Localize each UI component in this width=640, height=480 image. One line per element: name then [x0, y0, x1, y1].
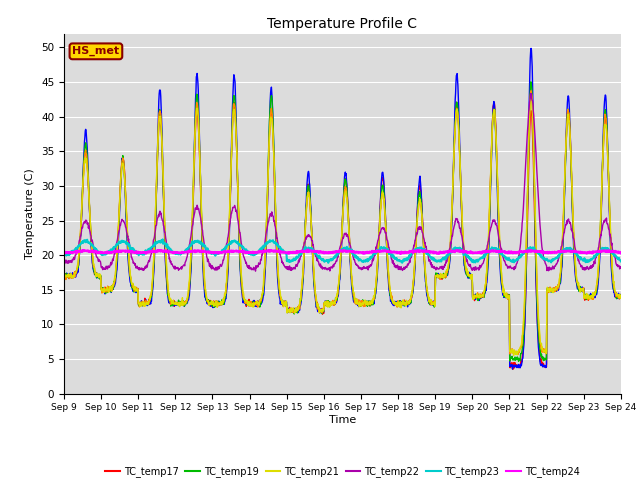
TC_temp24 — [429, 249, 437, 254]
TC_temp17 — [170, 303, 178, 309]
Line: TC_temp18: TC_temp18 — [64, 48, 621, 369]
TC_temp17 — [552, 285, 559, 291]
TC_temp18 — [246, 301, 254, 307]
TC_temp20 — [170, 301, 178, 307]
TC_temp23 — [502, 255, 510, 261]
TC_temp22 — [252, 268, 259, 274]
TC_temp24 — [184, 249, 191, 254]
TC_temp20 — [184, 294, 191, 300]
TC_temp22 — [502, 262, 509, 268]
TC_temp24 — [502, 249, 510, 255]
TC_temp19 — [170, 301, 178, 307]
TC_temp22 — [60, 259, 68, 265]
TC_temp18 — [60, 273, 68, 278]
TC_temp23 — [171, 250, 179, 256]
TC_temp22 — [617, 264, 625, 270]
TC_temp21 — [510, 353, 518, 359]
TC_temp19 — [246, 302, 254, 308]
TC_temp21 — [170, 300, 178, 306]
TC_temp21 — [527, 92, 535, 97]
TC_temp22 — [246, 266, 254, 272]
Y-axis label: Temperature (C): Temperature (C) — [26, 168, 35, 259]
X-axis label: Time: Time — [329, 415, 356, 425]
TC_temp17 — [429, 299, 436, 304]
TC_temp24 — [434, 251, 442, 256]
TC_temp18 — [527, 46, 535, 51]
TC_temp24 — [552, 250, 559, 255]
TC_temp18 — [617, 293, 625, 299]
TC_temp18 — [552, 286, 559, 291]
TC_temp22 — [527, 91, 534, 96]
TC_temp20 — [502, 293, 509, 299]
TC_temp22 — [170, 264, 178, 269]
TC_temp18 — [502, 291, 509, 297]
TC_temp24 — [170, 250, 178, 255]
TC_temp20 — [429, 300, 436, 306]
TC_temp19 — [429, 301, 436, 307]
TC_temp20 — [617, 293, 625, 299]
Line: TC_temp19: TC_temp19 — [64, 82, 621, 361]
Line: TC_temp23: TC_temp23 — [64, 240, 621, 263]
TC_temp19 — [527, 79, 535, 85]
TC_temp18 — [184, 298, 191, 303]
TC_temp17 — [184, 296, 191, 301]
TC_temp21 — [184, 292, 191, 298]
TC_temp17 — [246, 302, 254, 308]
TC_temp20 — [514, 352, 522, 358]
TC_temp23 — [60, 251, 68, 257]
TC_temp17 — [452, 99, 460, 105]
TC_temp22 — [429, 264, 437, 270]
TC_temp18 — [170, 302, 178, 308]
TC_temp19 — [617, 292, 625, 298]
TC_temp18 — [429, 300, 436, 306]
TC_temp23 — [159, 237, 166, 242]
TC_temp17 — [60, 272, 68, 278]
TC_temp23 — [246, 252, 254, 257]
TC_temp18 — [509, 366, 516, 372]
TC_temp21 — [246, 302, 254, 308]
TC_temp24 — [304, 247, 312, 252]
Title: Temperature Profile C: Temperature Profile C — [268, 17, 417, 31]
Line: TC_temp17: TC_temp17 — [64, 102, 621, 370]
TC_temp19 — [515, 359, 522, 364]
TC_temp23 — [552, 255, 559, 261]
TC_temp19 — [60, 274, 68, 280]
Text: HS_met: HS_met — [72, 46, 120, 57]
TC_temp23 — [617, 258, 625, 264]
TC_temp20 — [60, 273, 68, 279]
TC_temp20 — [246, 300, 254, 306]
TC_temp19 — [184, 295, 191, 301]
TC_temp24 — [60, 250, 68, 256]
TC_temp20 — [527, 88, 535, 94]
TC_temp24 — [246, 250, 254, 256]
Line: TC_temp24: TC_temp24 — [64, 250, 621, 253]
TC_temp22 — [184, 251, 191, 257]
TC_temp21 — [60, 272, 68, 278]
Line: TC_temp20: TC_temp20 — [64, 91, 621, 355]
TC_temp21 — [502, 293, 509, 299]
TC_temp17 — [502, 294, 509, 300]
TC_temp23 — [184, 246, 192, 252]
Line: TC_temp21: TC_temp21 — [64, 95, 621, 356]
TC_temp24 — [617, 250, 625, 256]
TC_temp19 — [502, 293, 509, 299]
TC_temp21 — [617, 295, 625, 301]
TC_temp17 — [617, 293, 625, 299]
TC_temp22 — [552, 263, 559, 269]
TC_temp17 — [509, 367, 516, 372]
TC_temp19 — [552, 287, 559, 293]
TC_temp20 — [552, 288, 559, 294]
TC_temp23 — [429, 257, 437, 263]
TC_temp23 — [324, 260, 332, 266]
Legend: TC_temp17, TC_temp18, TC_temp19, TC_temp20, TC_temp21, TC_temp22, TC_temp23, TC_: TC_temp17, TC_temp18, TC_temp19, TC_temp… — [101, 462, 584, 480]
Line: TC_temp22: TC_temp22 — [64, 94, 621, 271]
TC_temp21 — [429, 300, 436, 306]
TC_temp21 — [552, 286, 559, 292]
